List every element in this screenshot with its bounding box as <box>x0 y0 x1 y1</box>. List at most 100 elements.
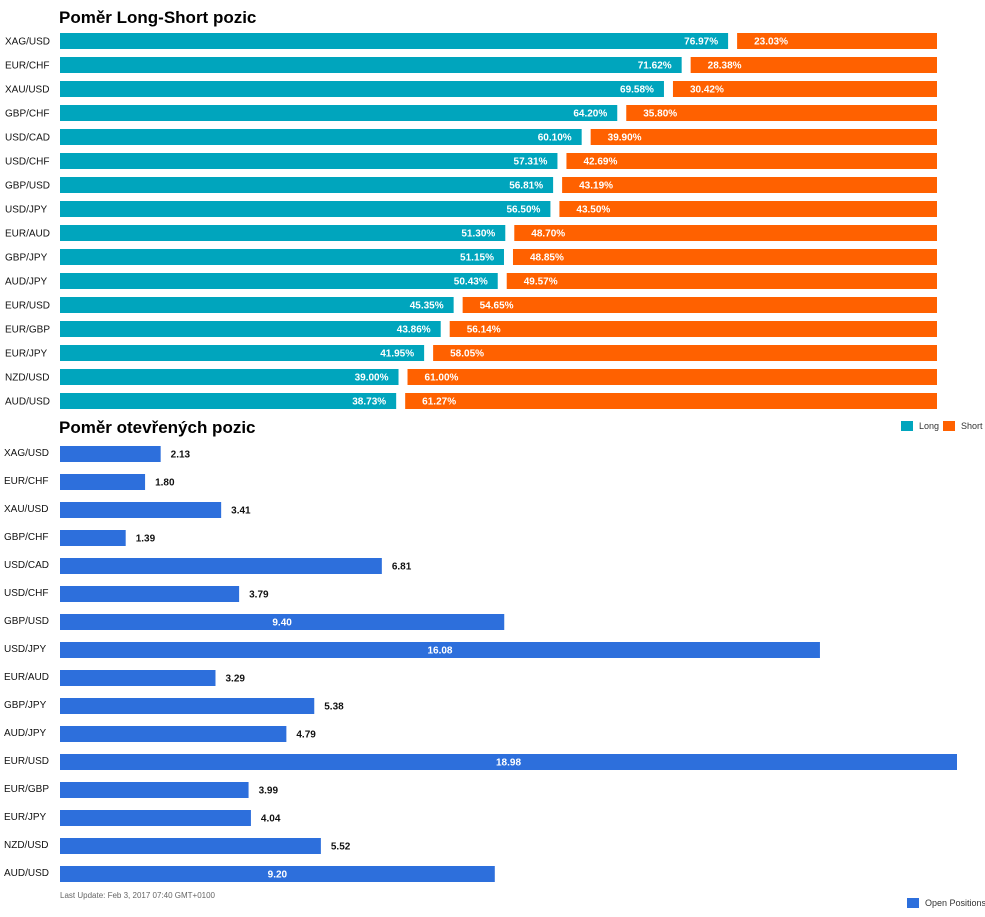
long-bar[interactable] <box>60 177 554 193</box>
open-position-value-label: 3.41 <box>231 506 251 517</box>
long-bar[interactable] <box>60 273 498 289</box>
long-bar[interactable] <box>60 297 454 313</box>
ls-category-label: EUR/USD <box>5 301 50 312</box>
open-position-bar[interactable] <box>60 726 287 742</box>
open-position-bar[interactable] <box>60 530 126 546</box>
short-bar[interactable] <box>690 57 937 73</box>
legend-short-label: Short <box>961 421 983 431</box>
short-value-label: 23.03% <box>754 37 788 48</box>
long-bar[interactable] <box>60 153 558 169</box>
last-update-text: Last Update: Feb 3, 2017 07:40 GMT+0100 <box>60 891 215 900</box>
long-value-label: 71.62% <box>638 61 672 72</box>
ls-category-label: USD/CAD <box>5 133 50 144</box>
long-bar[interactable] <box>60 33 729 49</box>
open-position-bar[interactable] <box>60 838 321 854</box>
open-position-value-label: 2.13 <box>171 450 191 461</box>
open-position-bar[interactable] <box>60 474 146 490</box>
open-position-value-label: 6.81 <box>392 562 412 573</box>
long-bar[interactable] <box>60 345 425 361</box>
short-value-label: 54.65% <box>480 301 514 312</box>
short-bar[interactable] <box>506 273 937 289</box>
long-bar[interactable] <box>60 81 664 97</box>
short-bar[interactable] <box>562 177 937 193</box>
open-position-bar[interactable] <box>60 614 505 630</box>
short-bar[interactable] <box>433 345 937 361</box>
ls-category-label: EUR/GBP <box>5 325 50 336</box>
long-value-label: 41.95% <box>380 349 414 360</box>
long-bar[interactable] <box>60 321 441 337</box>
short-bar[interactable] <box>737 33 937 49</box>
long-bar[interactable] <box>60 369 399 385</box>
short-bar[interactable] <box>590 129 937 145</box>
short-value-label: 58.05% <box>450 349 484 360</box>
ls-category-label: EUR/CHF <box>5 61 49 72</box>
open-position-value-label: 4.04 <box>261 814 281 825</box>
long-value-label: 56.50% <box>506 205 540 216</box>
short-value-label: 49.57% <box>524 277 558 288</box>
open-position-bar[interactable] <box>60 754 957 770</box>
short-bar[interactable] <box>514 225 937 241</box>
long-short-chart-title: Poměr Long-Short pozic <box>59 8 257 27</box>
ls-category-label: GBP/USD <box>5 181 50 192</box>
short-bar[interactable] <box>566 153 937 169</box>
open-position-bar[interactable] <box>60 502 222 518</box>
open-position-bar[interactable] <box>60 670 216 686</box>
short-bar[interactable] <box>462 297 937 313</box>
long-bar[interactable] <box>60 129 582 145</box>
open-position-bar[interactable] <box>60 698 315 714</box>
long-value-label: 45.35% <box>410 301 444 312</box>
long-value-label: 43.86% <box>397 325 431 336</box>
long-bar[interactable] <box>60 225 506 241</box>
open-position-bar[interactable] <box>60 866 495 882</box>
legend-long[interactable]: Long <box>901 421 939 431</box>
op-category-label: GBP/CHF <box>4 532 48 543</box>
op-category-label: USD/JPY <box>4 644 47 655</box>
short-bar[interactable] <box>626 105 937 121</box>
long-value-label: 51.15% <box>460 253 494 264</box>
open-position-value-label: 1.39 <box>136 534 156 545</box>
long-bar[interactable] <box>60 393 397 409</box>
open-position-value-label: 9.20 <box>268 870 288 881</box>
short-value-label: 43.50% <box>576 205 610 216</box>
short-bar[interactable] <box>407 369 937 385</box>
legend-long-swatch <box>901 421 913 431</box>
short-bar[interactable] <box>559 201 937 217</box>
open-position-bar[interactable] <box>60 782 249 798</box>
short-bar[interactable] <box>512 249 937 265</box>
short-bar[interactable] <box>672 81 937 97</box>
op-category-label: USD/CHF <box>4 588 48 599</box>
ls-category-label: EUR/AUD <box>5 229 50 240</box>
legend-open-positions[interactable]: Open Positions <box>907 898 985 908</box>
long-bar[interactable] <box>60 105 618 121</box>
open-position-value-label: 18.98 <box>496 758 521 769</box>
op-category-label: USD/CAD <box>4 560 49 571</box>
op-category-label: EUR/USD <box>4 756 49 767</box>
open-position-bar[interactable] <box>60 586 240 602</box>
legend-short[interactable]: Short <box>943 421 983 431</box>
open-position-bar[interactable] <box>60 642 820 658</box>
long-value-label: 50.43% <box>454 277 488 288</box>
short-bar[interactable] <box>449 321 937 337</box>
ls-category-label: AUD/JPY <box>5 277 48 288</box>
long-value-label: 57.31% <box>514 157 548 168</box>
short-value-label: 61.00% <box>425 373 459 384</box>
op-category-label: GBP/JPY <box>4 700 47 711</box>
long-value-label: 51.30% <box>461 229 495 240</box>
long-bar[interactable] <box>60 57 682 73</box>
ls-category-label: GBP/JPY <box>5 253 48 264</box>
open-position-bar[interactable] <box>60 558 382 574</box>
long-value-label: 38.73% <box>352 397 386 408</box>
open-position-bar[interactable] <box>60 810 251 826</box>
legend-open-label: Open Positions <box>925 898 985 908</box>
open-position-value-label: 5.52 <box>331 842 351 853</box>
short-value-label: 48.85% <box>530 253 564 264</box>
open-position-bar[interactable] <box>60 446 161 462</box>
ls-category-label: XAU/USD <box>5 85 49 96</box>
long-value-label: 60.10% <box>538 133 572 144</box>
short-bar[interactable] <box>405 393 937 409</box>
long-bar[interactable] <box>60 201 551 217</box>
long-bar[interactable] <box>60 249 504 265</box>
op-category-label: GBP/USD <box>4 616 49 627</box>
short-value-label: 48.70% <box>531 229 565 240</box>
